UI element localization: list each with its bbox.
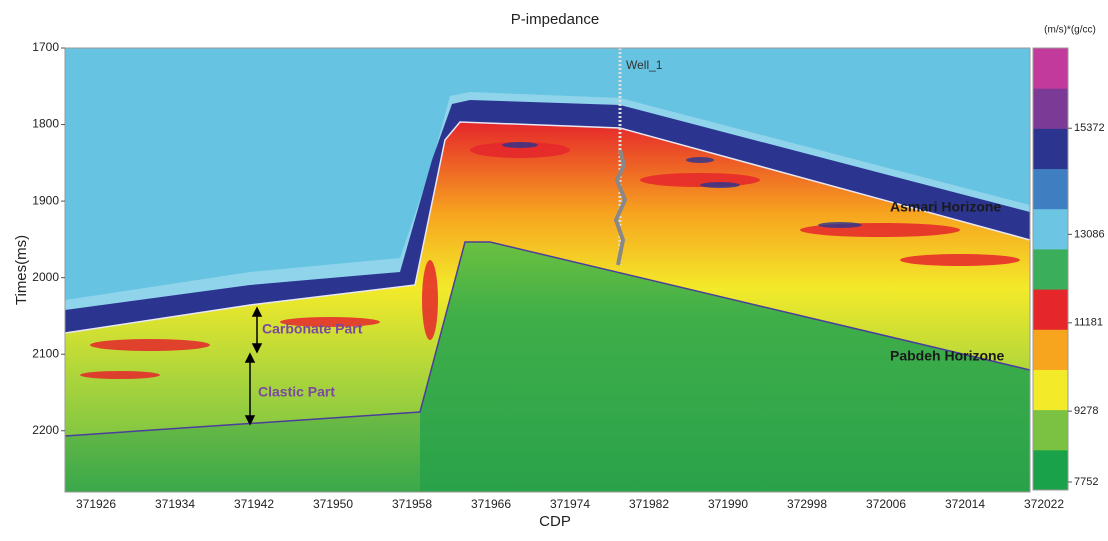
x-tick-label: 372022 [1024, 497, 1064, 511]
colorbar-tick-label: 9278 [1074, 405, 1098, 417]
x-tick-label: 372006 [866, 497, 906, 511]
lower-block [420, 242, 1030, 492]
x-tick-label: 371974 [550, 497, 590, 511]
y-tick-label: 1800 [32, 117, 59, 131]
x-tick-label: 371926 [76, 497, 116, 511]
x-tick-label: 371966 [471, 497, 511, 511]
colorbar-segment [1033, 128, 1068, 170]
x-tick-label: 371958 [392, 497, 432, 511]
x-tick-label: 371990 [708, 497, 748, 511]
colorbar-segment [1033, 208, 1068, 250]
dark-band [65, 100, 1030, 333]
colorbar-segment [1033, 289, 1068, 330]
colorbar-segment [1033, 168, 1068, 210]
colorbar-tick-label: 11181 [1074, 317, 1103, 329]
colorbar-segment [1033, 369, 1068, 411]
colorbar-tick-label: 7752 [1074, 476, 1098, 488]
section-image [65, 48, 1030, 492]
x-tick-label: 371934 [155, 497, 195, 511]
x-axis-label: CDP [539, 513, 571, 530]
x-tick-label: 371942 [234, 497, 274, 511]
plot-frame [64, 47, 1031, 493]
x-tick-label: 372014 [945, 497, 985, 511]
y-tick-label: 1700 [32, 40, 59, 54]
colorbar-tick-label: 15372 [1074, 122, 1105, 134]
chart-title: P-impedance [511, 11, 599, 28]
x-tick-label: 372998 [787, 497, 827, 511]
x-tick-label: 371950 [313, 497, 353, 511]
light-band [65, 92, 1030, 318]
texture [80, 142, 1020, 379]
annotation: Asmari Horizone [890, 199, 1001, 215]
colorbar-segment [1033, 248, 1068, 290]
y-tick-label: 2000 [32, 270, 59, 284]
well-log [613, 149, 628, 266]
texture [502, 142, 862, 228]
colorbar-frame [1032, 47, 1069, 491]
y-tick-label: 2100 [32, 346, 59, 360]
annotation: Pabdeh Horizone [890, 348, 1005, 364]
colorbar-segment [1033, 449, 1068, 491]
annotation: Clastic Part [258, 384, 335, 400]
y-tick-label: 2200 [32, 423, 59, 437]
colorbar-segment [1033, 48, 1068, 89]
y-axis-label: Times(ms) [13, 235, 30, 305]
pabdeh-line [65, 241, 1030, 437]
colorbar-segment [1033, 409, 1068, 451]
annotation: Carbonate Part [262, 321, 363, 337]
colorbar-tick-label: 13086 [1074, 228, 1105, 240]
colorbar-segment [1033, 329, 1068, 370]
colorbar-label: (m/s)*(g/cc) [1044, 25, 1096, 36]
x-tick-label: 371982 [629, 497, 669, 511]
annotation: Well_1 [626, 58, 663, 72]
colorbar-segment [1033, 88, 1068, 129]
arrows [244, 306, 263, 426]
y-tick-label: 1900 [32, 193, 59, 207]
